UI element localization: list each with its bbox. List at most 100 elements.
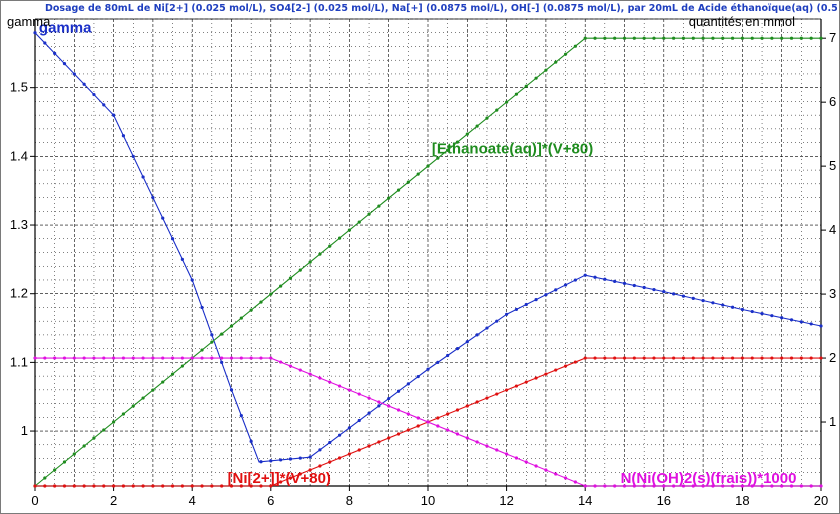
series-1-label: gamma [39,20,92,37]
series-2-point [367,212,371,216]
series-1-point [141,175,145,179]
series-3-point [446,412,450,416]
series-3-point [652,356,656,360]
series-4-point [819,484,823,488]
series-1-point [603,277,607,281]
series-3-point [789,356,794,360]
series-1-point [180,257,184,261]
series-2-point [377,204,381,208]
chart-title: Dosage de 80mL de Ni[2+] (0.025 mol/L), … [45,3,839,14]
series-2-point [112,420,116,424]
series-2-point [92,436,96,440]
series-1-point [475,333,479,337]
series-1-point [72,72,76,76]
series-3-point [131,484,135,488]
series-2-point [102,428,106,432]
series-1-point [789,318,794,322]
series-3-point [750,356,754,360]
series-4-point [239,356,243,360]
series-1-point [740,307,745,312]
y-right-tick-label: 2 [829,350,836,365]
x-tick-label: 0 [31,493,38,508]
series-3-point [642,356,646,360]
series-4-point [33,356,37,360]
series-3-point [416,424,420,428]
series-3-point [170,484,175,488]
series-3-point [62,484,67,488]
series-2-point [170,372,175,376]
series-4-point [789,484,794,488]
series-3-point [485,396,489,400]
series-1-point [82,82,86,86]
series-3-point [554,368,558,372]
series-1-markers [33,31,823,464]
series-2-point [279,284,283,288]
series-1-point [102,103,106,107]
series-1-point [662,290,666,294]
series-1-point [259,460,263,464]
series-2-point [318,252,322,256]
series-1-point [220,360,224,364]
series-3-point [43,484,47,488]
series-3-point [377,440,381,444]
series-4-point [131,356,135,360]
series-2-point [426,164,430,168]
series-4-point [43,356,47,360]
series-2-point [328,244,332,248]
series-3-point [505,388,509,392]
series-3-point [239,484,243,488]
series-3-point [161,484,165,488]
series-3-point [210,484,214,488]
series-1-point [436,360,440,364]
series-4-point [446,428,450,432]
series-2-point [347,228,351,232]
series-4-point [53,356,57,360]
series-2-point [613,36,617,40]
series-3-point [711,356,715,360]
series-2-point [760,36,764,40]
series-2-point [809,36,813,40]
series-1-point [406,382,410,386]
series-3-point [259,484,263,488]
x-tick-label: 16 [657,493,671,508]
series-2-point [711,36,715,40]
series-1-point [760,312,764,316]
series-1-point [298,456,302,460]
series-4-point [62,356,67,360]
series-1-point [416,374,420,379]
series-1-point [819,324,823,328]
series-3-point [33,484,37,488]
series-4-point [495,448,499,452]
series-2-point [151,388,155,392]
series-1-point [485,326,489,330]
series-1-point [721,303,725,307]
series-2-point [573,44,577,48]
series-2-point [53,468,57,472]
series-4-point [583,484,587,488]
series-4-point [102,356,106,360]
y-left-tick-label: 1.2 [10,286,28,301]
series-2-point [406,180,410,184]
series-4-point [573,480,577,484]
series-3-point [112,484,116,488]
series-3-point [622,356,627,360]
series-3-point [337,456,342,460]
series-4-point [730,484,735,488]
series-3-point [387,436,391,440]
series-4-point [328,380,332,384]
series-1-point [583,273,587,277]
y-left-tick-label: 1.4 [10,148,28,163]
series-1-point [465,340,469,344]
series-1-point [33,31,37,35]
series-2-point [475,124,479,128]
x-tick-label: 4 [189,493,196,508]
series-1-point [701,298,705,303]
series-4-point [367,396,371,400]
series-1-point [62,62,67,66]
series-2-point [514,92,519,96]
series-3-point [691,356,695,360]
series-4-point [799,484,803,488]
series-4-point [701,484,705,488]
series-1-point [514,307,519,312]
series-4-markers [33,356,823,488]
